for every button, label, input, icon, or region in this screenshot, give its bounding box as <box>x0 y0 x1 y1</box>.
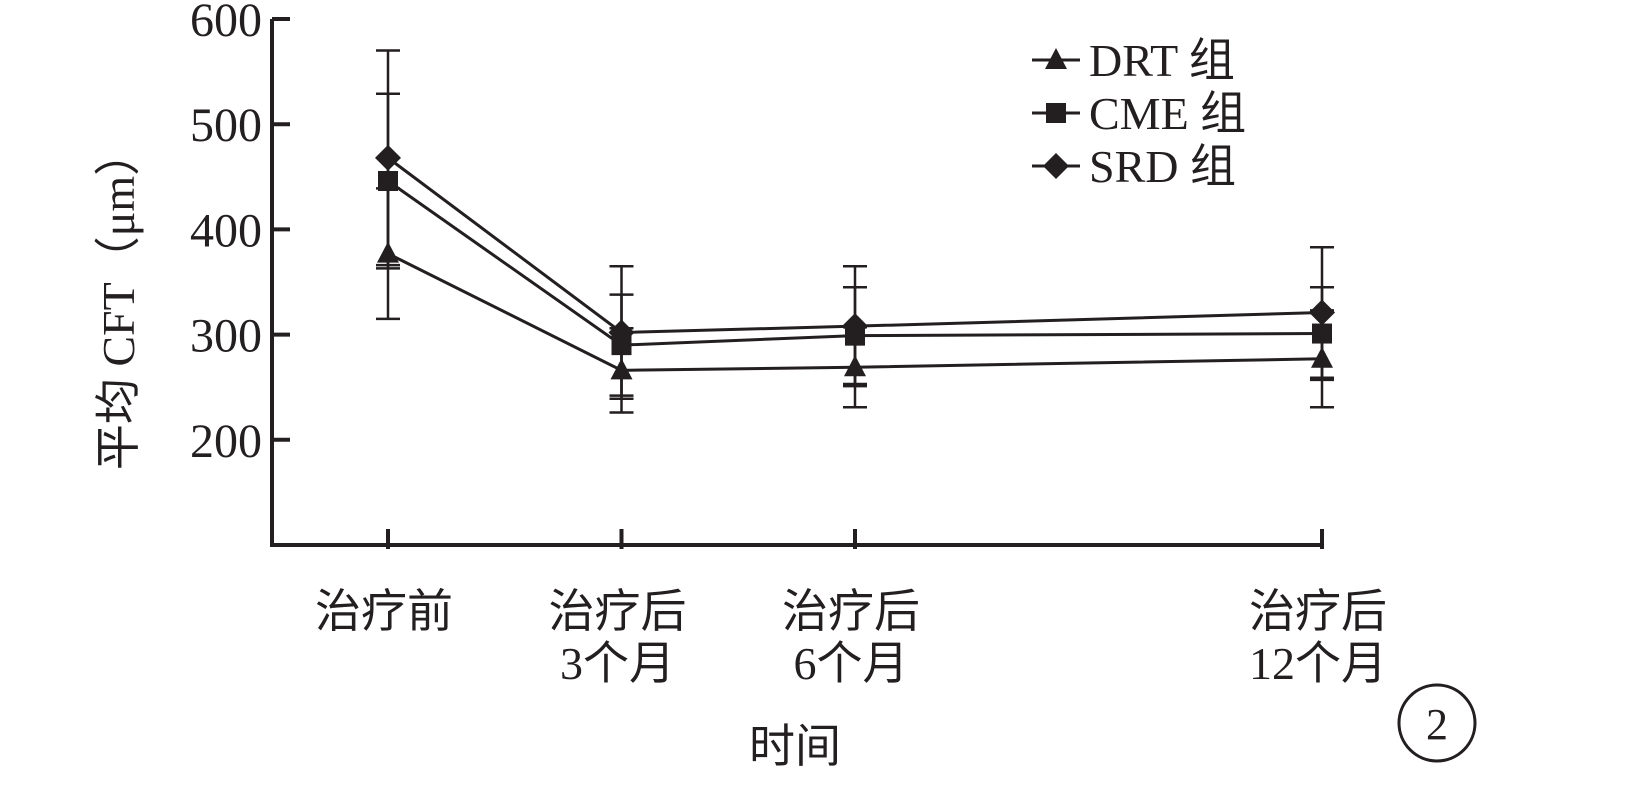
series-line <box>387 252 1323 372</box>
legend-item: DRT 组 <box>1032 35 1235 86</box>
diamond-marker <box>608 319 635 346</box>
x-tick-label-line: 治疗前 <box>315 586 453 637</box>
diamond-marker <box>1309 299 1335 326</box>
x-tick-label-line: 治疗后 <box>782 586 920 637</box>
figure-number-badge: 2 <box>1397 683 1477 763</box>
x-axis-label: 时间 <box>749 721 841 772</box>
x-tick-label-line: 治疗后 <box>1249 586 1387 637</box>
x-tick-label: 治疗后 12个月 <box>1249 586 1387 689</box>
y-tick-label: 300 <box>190 310 262 363</box>
y-ticks: 200 300 400 500 600 <box>190 0 290 468</box>
legend-label: CME 组 <box>1089 88 1246 139</box>
series-diamond <box>375 49 1335 401</box>
legend-item: CME 组 <box>1032 88 1246 139</box>
triangle-marker <box>1045 48 1067 69</box>
series-line <box>387 156 1323 335</box>
legend-item: SRD 组 <box>1032 141 1236 192</box>
x-tick-label: 治疗后 6个月 <box>782 586 920 689</box>
y-tick-label: 400 <box>190 204 262 257</box>
y-tick-label: 200 <box>190 415 262 468</box>
axes <box>270 19 1322 547</box>
y-tick-label: 600 <box>190 0 262 47</box>
diamond-marker <box>1043 153 1069 179</box>
diamond-marker <box>375 144 401 171</box>
y-tick-label: 500 <box>190 99 262 152</box>
legend-label: SRD 组 <box>1089 141 1236 192</box>
diamond-marker <box>842 313 868 340</box>
figure-number: 2 <box>1426 700 1448 749</box>
x-tick-label-line: 6个月 <box>794 638 909 689</box>
legend-label: DRT 组 <box>1089 35 1235 86</box>
x-tick-label: 治疗前 <box>315 586 453 637</box>
figure-number-circle <box>1397 683 1477 763</box>
x-tick-label-line: 治疗后 <box>549 586 687 637</box>
x-tick-label-line: 12个月 <box>1249 638 1387 689</box>
x-tick-label: 治疗后 3个月 <box>549 586 687 689</box>
square-marker <box>1046 103 1066 123</box>
x-tick-label-line: 3个月 <box>560 638 675 689</box>
series-layer <box>375 49 1335 414</box>
y-axis-label: 平均 CFT（μm） <box>93 130 144 470</box>
series-line <box>387 179 1323 347</box>
